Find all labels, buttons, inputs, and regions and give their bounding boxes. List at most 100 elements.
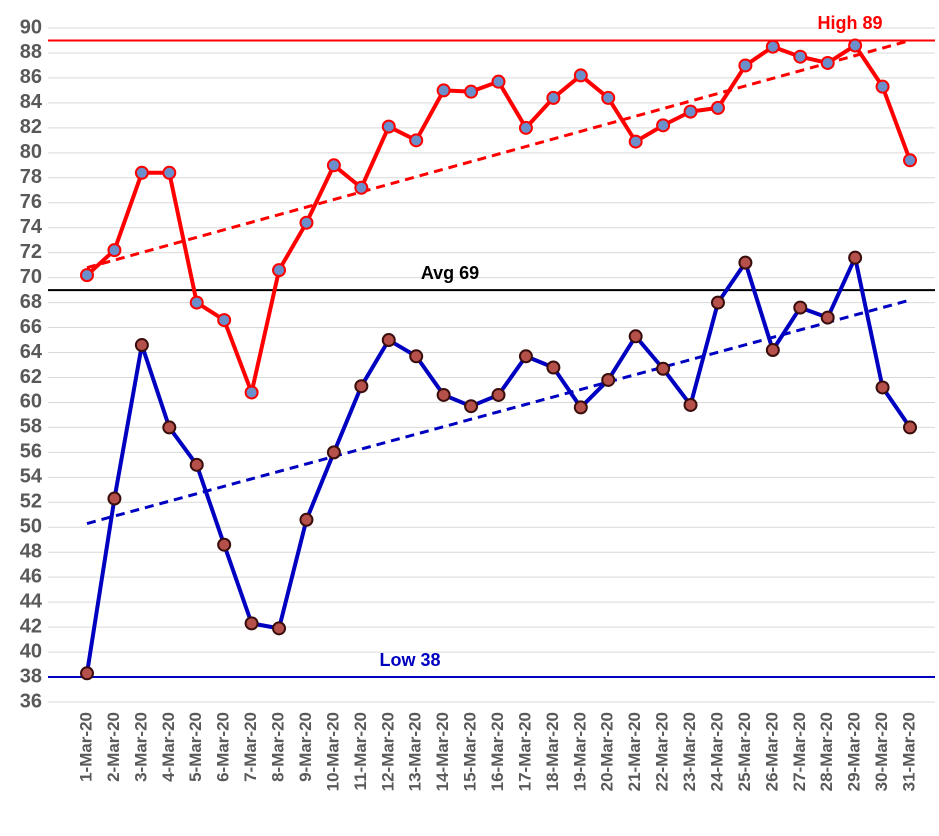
data-point [464,399,479,414]
x-tick-label: 18-Mar-20 [543,712,562,791]
data-point [381,119,396,134]
trend-line [86,39,911,270]
data-point [656,361,671,376]
y-tick-label: 80 [20,141,42,163]
y-tick-label: 58 [20,416,42,438]
x-tick-label: 27-Mar-20 [790,712,809,791]
data-point [793,49,808,64]
x-tick-label: 2-Mar-20 [104,712,123,782]
x-tick-label: 15-Mar-20 [461,712,480,791]
y-tick-label: 82 [20,116,42,138]
data-point [244,616,259,631]
data-point [765,39,780,54]
data-point [546,90,561,105]
data-point [546,360,561,375]
data-point [820,55,835,70]
data-point [162,420,177,435]
data-point [491,74,506,89]
data-point [134,165,149,180]
data-point [628,329,643,344]
data-point [601,372,616,387]
data-point [107,243,122,258]
y-tick-label: 76 [20,191,42,213]
x-tick-label: 1-Mar-20 [76,712,95,782]
data-point [710,295,725,310]
data-point [354,379,369,394]
x-tick-label: 29-Mar-20 [845,712,864,791]
data-point [738,255,753,270]
data-point [710,100,725,115]
y-tick-label: 64 [20,341,43,363]
data-point [683,104,698,119]
x-tick-label: 24-Mar-20 [707,712,726,791]
y-tick-label: 56 [20,441,42,463]
data-point [409,133,424,148]
y-tick-label: 84 [20,91,43,113]
x-tick-label: 16-Mar-20 [488,712,507,791]
data-point [628,134,643,149]
y-tick-label: 88 [20,41,42,63]
data-point [80,268,94,283]
data-point [903,153,917,168]
x-tick-label: 22-Mar-20 [653,712,672,791]
reference-label: Avg 69 [421,263,479,283]
data-point [272,263,287,278]
y-tick-label: 90 [20,16,42,38]
data-point [683,397,698,412]
data-point [875,380,890,395]
data-point [189,457,204,472]
x-tick-label: 30-Mar-20 [872,712,891,791]
data-point [848,250,863,265]
y-tick-label: 72 [20,241,42,263]
x-tick-label: 28-Mar-20 [817,712,836,791]
data-point [272,621,287,636]
y-tick-label: 68 [20,291,42,313]
x-tick-label: 11-Mar-20 [351,712,370,790]
data-point [134,338,149,353]
x-tick-label: 4-Mar-20 [159,712,178,782]
y-tick-label: 44 [20,590,43,612]
y-tick-label: 40 [20,640,42,662]
data-point [326,158,341,173]
y-tick-label: 36 [20,690,42,712]
y-tick-label: 78 [20,166,42,188]
data-point [518,120,533,135]
data-point [793,300,808,315]
y-tick-label: 66 [20,316,42,338]
reference-label: High 89 [817,13,882,33]
x-tick-label: 17-Mar-20 [515,712,534,791]
x-tick-label: 20-Mar-20 [598,712,617,791]
trend-line [86,298,911,525]
y-tick-label: 62 [20,366,42,388]
y-tick-label: 52 [20,491,42,513]
y-tick-label: 38 [20,665,42,687]
data-point [518,349,533,364]
data-point [244,385,259,400]
x-tick-label: 7-Mar-20 [241,712,260,782]
data-point [491,387,506,402]
x-tick-label: 9-Mar-20 [296,712,315,782]
y-tick-label: 42 [20,615,42,637]
x-tick-label: 5-Mar-20 [186,712,205,782]
data-point [217,537,232,552]
x-tick-label: 25-Mar-20 [735,712,754,791]
data-point [573,400,588,415]
series-line [85,43,912,395]
reference-label: Low 38 [379,650,440,670]
series-line [85,255,912,674]
x-tick-label: 31-Mar-20 [899,712,918,791]
data-point [738,58,753,73]
data-point [162,165,177,180]
y-tick-label: 50 [20,516,42,538]
x-tick-label: 10-Mar-20 [323,712,342,791]
data-point [848,38,863,53]
y-tick-label: 86 [20,66,42,88]
data-point [381,333,396,348]
y-tick-label: 46 [20,565,42,587]
data-point [765,343,780,358]
data-point [326,445,341,460]
x-tick-label: 8-Mar-20 [269,712,288,782]
x-tick-label: 23-Mar-20 [680,712,699,791]
x-tick-label: 13-Mar-20 [406,712,425,791]
data-point [299,215,314,230]
